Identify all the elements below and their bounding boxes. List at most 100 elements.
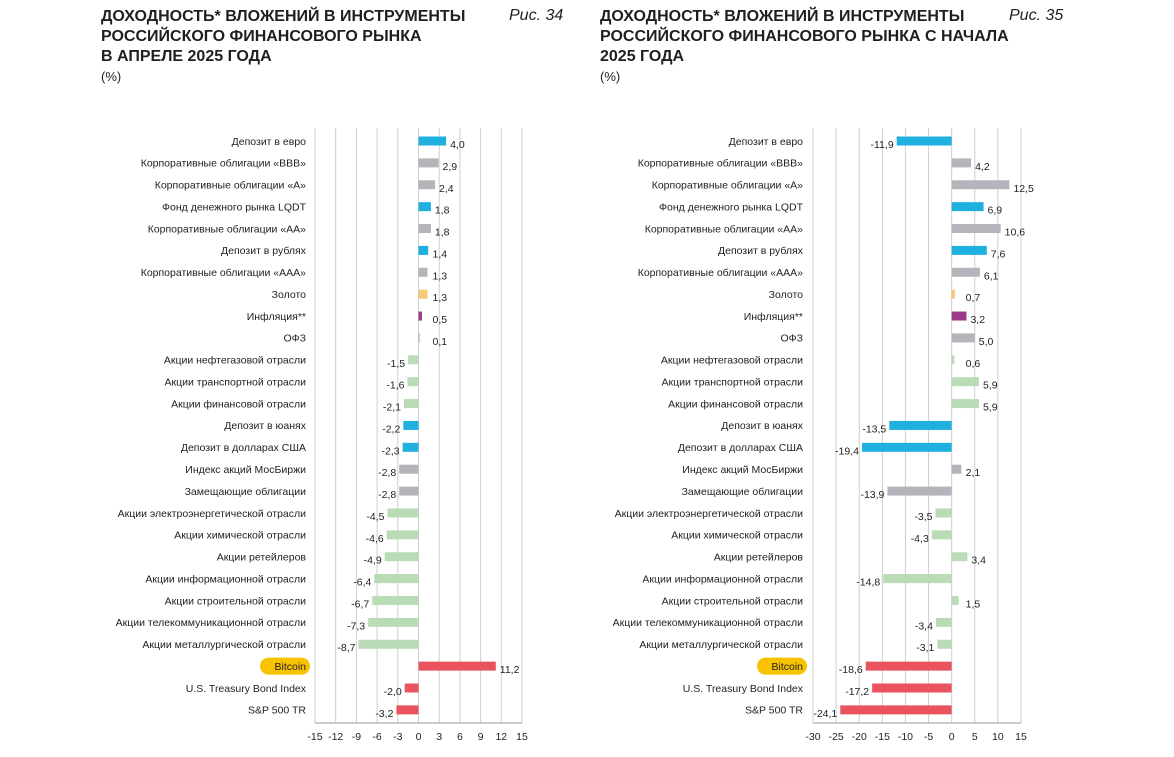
bar-акции-электроэнергетической-отрасли [387, 508, 419, 518]
value-label: -19,4 [835, 445, 859, 457]
category-label-индекс-акций-мосбиржи: Индекс акций МосБиржи [682, 464, 803, 476]
value-label: 1,5 [966, 598, 981, 610]
category-label-u-s-treasury-bond-index: U.S. Treasury Bond Index [186, 683, 307, 695]
value-label: -1,6 [386, 380, 404, 392]
bar-депозит-в-долларах-сша [861, 442, 952, 452]
category-label-депозит-в-евро: Депозит в евро [729, 136, 804, 148]
value-label: 5,9 [983, 380, 998, 392]
value-label: 11,2 [500, 664, 520, 676]
bar-депозит-в-юанях [889, 420, 952, 430]
value-label: -18,6 [839, 664, 863, 676]
x-tick-label: 0 [416, 731, 422, 743]
bar-корпоративные-облигации-ввв [951, 158, 972, 168]
value-label: 6,1 [984, 270, 999, 282]
x-tick-label: -6 [372, 731, 381, 743]
bar-chart-right: -30 -25 -20 -15 -10 -5 0 5 10 15 Депозит в евро -11… [613, 128, 1034, 743]
value-label: 1,8 [435, 205, 450, 217]
value-label: -2,3 [382, 445, 400, 457]
value-label: -2,8 [378, 467, 396, 479]
category-label-корпоративные-облигации-ааа: Корпоративные облигации «ААА» [141, 267, 306, 279]
x-tick-label: -30 [805, 731, 820, 743]
figure-label: Рис. 35 [1009, 7, 1064, 24]
bar-акции-металлургической-отрасли [358, 639, 419, 649]
chart-title: ДОХОДНОСТЬ* ВЛОЖЕНИЙ В ИНСТРУМЕНТЫ РОССИ… [600, 7, 1009, 67]
bar-акции-информационной-отрасли [883, 574, 952, 584]
x-tick-label: -3 [393, 731, 402, 743]
bar-акции-строительной-отрасли [372, 595, 419, 605]
figure-label: Рис. 34 [509, 7, 564, 24]
x-tick-label: -15 [875, 731, 890, 743]
value-label: 1,3 [433, 270, 448, 282]
bar-акции-химической-отрасли [931, 530, 952, 540]
bar-акции-транспортной-отрасли [407, 377, 419, 387]
value-label: -14,8 [856, 577, 880, 589]
value-label: 12,5 [1013, 183, 1034, 195]
bar-инфляция [951, 311, 967, 321]
bar-замещающие-облигации [399, 486, 419, 496]
value-label: -17,2 [845, 686, 869, 698]
bar-корпоративные-облигации-а [951, 180, 1010, 190]
value-label: 1,3 [433, 292, 448, 304]
category-label-корпоративные-облигации-ааа: Корпоративные облигации «ААА» [638, 267, 803, 279]
x-tick-label: -10 [898, 731, 913, 743]
category-label-акции-телекоммуникационной-отрасли: Акции телекоммуникационной отрасли [613, 617, 804, 629]
bar-акции-телекоммуникационной-отрасли [368, 617, 419, 627]
value-label: -2,1 [383, 402, 401, 414]
value-label: 5,0 [979, 336, 994, 348]
category-label-депозит-в-рублях: Депозит в рублях [221, 245, 307, 257]
category-label-акции-электроэнергетической-отрасли: Акции электроэнергетической отрасли [118, 508, 307, 520]
title-line: ДОХОДНОСТЬ* ВЛОЖЕНИЙ В ИНСТРУМЕНТЫ [101, 8, 466, 25]
value-label: -3,1 [916, 642, 934, 654]
bar-корпоративные-облигации-аа [951, 224, 1001, 234]
bar-офз [418, 333, 420, 343]
bar-bitcoin [865, 661, 952, 671]
value-label: 0,6 [966, 358, 981, 370]
x-tick-label: 12 [495, 731, 507, 743]
category-label-золото: Золото [272, 289, 306, 301]
bar-s-p-500-tr [396, 705, 419, 715]
value-label: 0,1 [433, 336, 448, 348]
category-label-золото: Золото [769, 289, 803, 301]
bar-акции-информационной-отрасли [374, 574, 419, 584]
x-tick-label: 3 [436, 731, 442, 743]
value-label: 4,2 [975, 161, 990, 173]
x-tick-label: 0 [949, 731, 955, 743]
value-label: -2,8 [378, 489, 396, 501]
bar-депозит-в-евро [896, 136, 952, 146]
unit-label: (%) [101, 69, 122, 84]
bar-депозит-в-долларах-сша [402, 442, 419, 452]
category-label-инфляция: Инфляция** [247, 311, 306, 323]
value-label: 3,4 [971, 555, 986, 567]
category-label-корпоративные-облигации-аа: Корпоративные облигации «АА» [645, 223, 803, 235]
category-label-акции-транспортной-отрасли: Акции транспортной отрасли [662, 376, 804, 388]
value-label: 2,9 [443, 161, 458, 173]
bar-акции-электроэнергетической-отрасли [935, 508, 952, 518]
category-label-фонд-денежного-рынка-lqdt: Фонд денежного рынка LQDT [659, 201, 804, 213]
chart-panel-ris-35: ДОХОДНОСТЬ* ВЛОЖЕНИЙ В ИНСТРУМЕНТЫ РОССИ… [585, 0, 1174, 757]
x-tick-label: -5 [924, 731, 933, 743]
bar-корпоративные-облигации-ааа [418, 267, 428, 277]
title-line: ДОХОДНОСТЬ* ВЛОЖЕНИЙ В ИНСТРУМЕНТЫ [600, 8, 965, 25]
x-tick-label: -25 [829, 731, 844, 743]
category-label-замещающие-облигации: Замещающие облигации [185, 486, 307, 498]
value-label: -13,9 [860, 489, 884, 501]
value-label: -7,3 [347, 620, 365, 632]
bar-депозит-в-рублях [951, 245, 987, 255]
category-label-акции-телекоммуникационной-отрасли: Акции телекоммуникационной отрасли [116, 617, 307, 629]
bar-корпоративные-облигации-ввв [418, 158, 439, 168]
value-label: -4,3 [911, 533, 929, 545]
bar-офз [951, 333, 975, 343]
category-label-депозит-в-юанях: Депозит в юанях [224, 420, 306, 432]
category-label-u-s-treasury-bond-index: U.S. Treasury Bond Index [683, 683, 804, 695]
value-label: 1,4 [433, 248, 448, 260]
bar-замещающие-облигации [887, 486, 952, 496]
bar-bitcoin [418, 661, 496, 671]
category-label-депозит-в-рублях: Депозит в рублях [718, 245, 804, 257]
bar-золото [418, 289, 428, 299]
bar-акции-химической-отрасли [386, 530, 419, 540]
value-label: 2,1 [966, 467, 981, 479]
bitcoin-highlight [260, 657, 310, 675]
value-label: -4,9 [364, 555, 382, 567]
value-label: -13,5 [862, 423, 886, 435]
value-label: -4,5 [366, 511, 384, 523]
